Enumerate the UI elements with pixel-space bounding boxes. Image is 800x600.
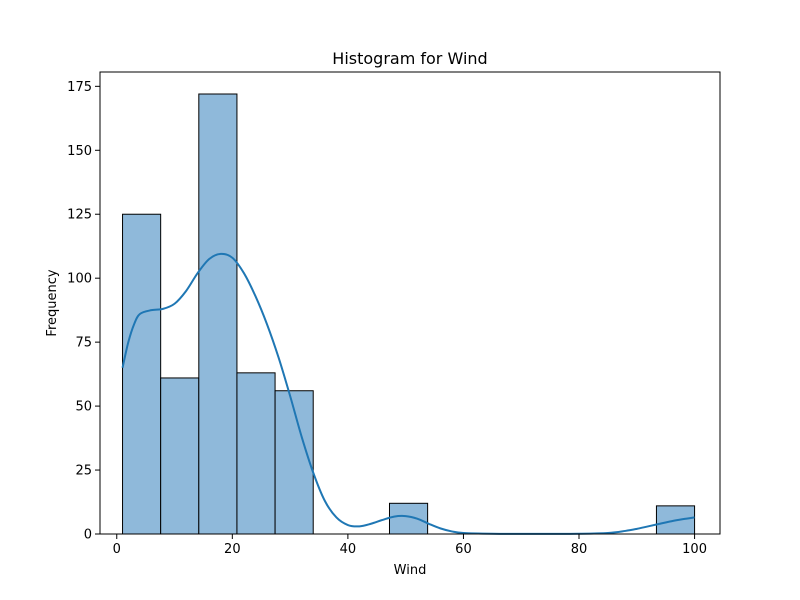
y-tick-label: 175: [67, 80, 92, 95]
y-tick-label: 100: [67, 272, 92, 287]
x-tick-label: 60: [455, 542, 472, 557]
x-tick-label: 20: [224, 542, 241, 557]
histogram-bar: [236, 372, 276, 535]
y-axis-label: Frequency: [45, 269, 60, 336]
histogram-bar: [198, 93, 238, 535]
x-tick-label: 0: [113, 542, 121, 557]
x-tick-label: 80: [571, 542, 588, 557]
histogram-bar: [274, 390, 314, 535]
y-tick-label: 25: [75, 464, 92, 479]
y-tick-label: 50: [75, 400, 92, 415]
x-axis-ticks: 0 20 40 60 80 100: [113, 534, 707, 557]
kde-line: [121, 252, 695, 535]
x-tick-label: 100: [682, 542, 707, 557]
plot-frame: [99, 71, 721, 535]
y-tick-label: 75: [75, 336, 92, 351]
y-tick-label: 125: [67, 208, 92, 223]
histogram-bar: [160, 377, 200, 535]
y-tick-label: 0: [84, 528, 92, 543]
x-axis-label: Wind: [394, 563, 427, 578]
chart-title: Histogram for Wind: [332, 49, 487, 68]
y-axis-ticks: 0 25 50 75 100 125 150 175: [67, 80, 100, 543]
bars-group: [122, 93, 696, 535]
histogram-bar: [122, 213, 162, 535]
x-tick-label: 40: [340, 542, 357, 557]
histogram-bar: [388, 502, 429, 535]
kde-group: [121, 252, 695, 535]
y-tick-label: 150: [67, 144, 92, 159]
